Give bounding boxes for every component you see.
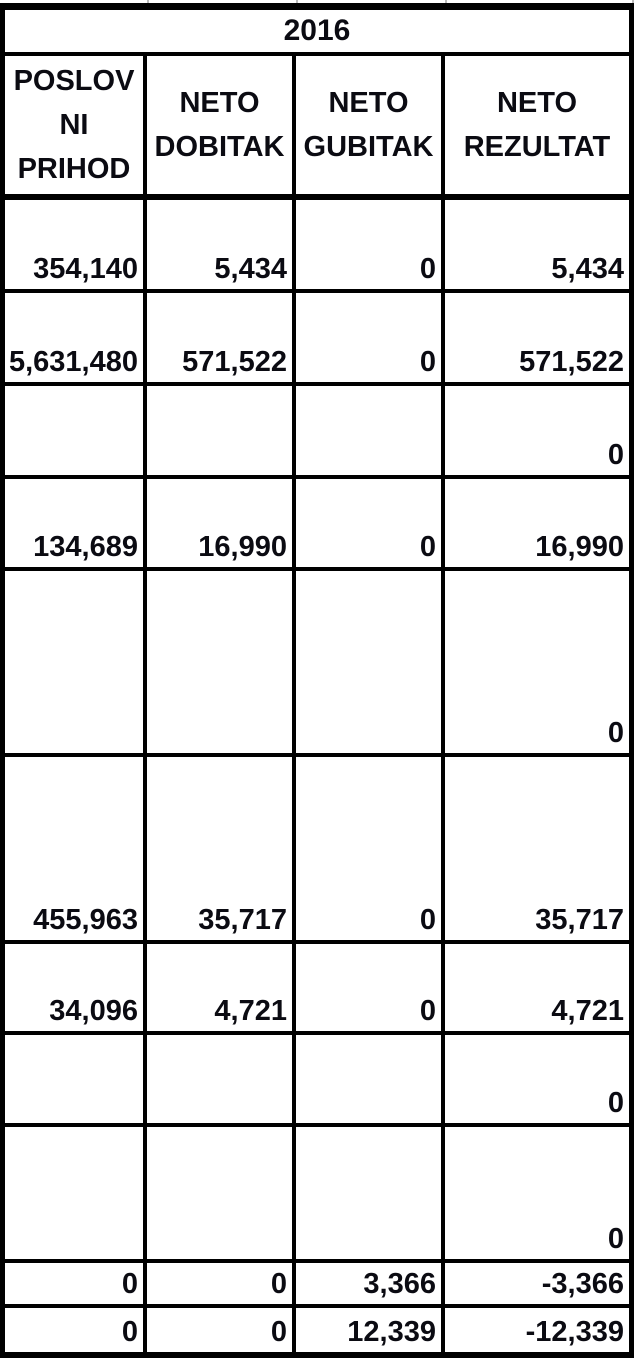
table-row: 0 <box>5 386 629 479</box>
table-row: 0 0 3,366 -3,366 <box>5 1263 629 1308</box>
table-cell[interactable]: 16,990 <box>147 479 296 571</box>
gridline <box>445 0 447 3</box>
column-header-neto-gubitak[interactable]: NETO GUBITAK <box>296 56 445 200</box>
table-cell[interactable]: 354,140 <box>5 200 147 293</box>
table-cell[interactable]: 12,339 <box>296 1308 445 1352</box>
table-cell[interactable]: 4,721 <box>445 944 629 1035</box>
table-cell[interactable]: 35,717 <box>445 757 629 944</box>
table-cell[interactable] <box>147 1035 296 1127</box>
table-cell[interactable] <box>296 1127 445 1263</box>
column-header-row: POSLOV NI PRIHOD NETO DOBITAK NETO GUBIT… <box>5 56 629 200</box>
table-cell[interactable]: 0 <box>296 200 445 293</box>
table-cell[interactable]: 0 <box>296 293 445 386</box>
table-cell[interactable]: 16,990 <box>445 479 629 571</box>
table-cell[interactable]: 0 <box>5 1263 147 1308</box>
column-header-poslovni-prihod[interactable]: POSLOV NI PRIHOD <box>5 56 147 200</box>
table-cell[interactable] <box>147 386 296 479</box>
table-row: 34,096 4,721 0 4,721 <box>5 944 629 1035</box>
table-cell[interactable]: 34,096 <box>5 944 147 1035</box>
table-cell[interactable] <box>147 1127 296 1263</box>
table-cell[interactable] <box>5 1127 147 1263</box>
column-header-neto-dobitak[interactable]: NETO DOBITAK <box>147 56 296 200</box>
table-row: 0 0 12,339 -12,339 <box>5 1308 629 1352</box>
table-cell[interactable]: 0 <box>5 1308 147 1352</box>
table-row: 455,963 35,717 0 35,717 <box>5 757 629 944</box>
table-cell[interactable] <box>296 571 445 757</box>
table-cell[interactable]: 3,366 <box>296 1263 445 1308</box>
table-cell[interactable]: 0 <box>147 1308 296 1352</box>
table-cell[interactable]: 35,717 <box>147 757 296 944</box>
table-cell[interactable]: 0 <box>445 1035 629 1127</box>
table-row: 0 <box>5 1035 629 1127</box>
financial-results-table: 2016 POSLOV NI PRIHOD NETO DOBITAK NETO … <box>0 3 634 1358</box>
table-cell[interactable]: 571,522 <box>445 293 629 386</box>
table-row: 354,140 5,434 0 5,434 <box>5 200 629 293</box>
table-cell[interactable] <box>5 571 147 757</box>
year-header-row: 2016 <box>5 10 629 56</box>
table-body: 354,140 5,434 0 5,434 5,631,480 571,522 0 571,5… <box>5 200 629 1352</box>
table-cell[interactable]: 134,689 <box>5 479 147 571</box>
table-cell[interactable]: 0 <box>296 757 445 944</box>
table-row: 5,631,480 571,522 0 571,522 <box>5 293 629 386</box>
gridline <box>632 0 634 3</box>
gridline <box>147 0 149 3</box>
table-cell[interactable]: 571,522 <box>147 293 296 386</box>
table-row: 0 <box>5 1127 629 1263</box>
year-header-cell[interactable]: 2016 <box>5 10 629 56</box>
table-cell[interactable] <box>147 571 296 757</box>
column-header-neto-rezultat[interactable]: NETO REZULTAT <box>445 56 629 200</box>
table-cell[interactable]: 5,434 <box>445 200 629 293</box>
table-cell[interactable]: 0 <box>445 571 629 757</box>
table-cell[interactable] <box>296 1035 445 1127</box>
partial-row-above <box>0 0 640 3</box>
table-cell[interactable] <box>5 386 147 479</box>
table-cell[interactable]: 4,721 <box>147 944 296 1035</box>
table-cell[interactable] <box>5 1035 147 1127</box>
table-cell[interactable]: 0 <box>445 386 629 479</box>
table-row: 134,689 16,990 0 16,990 <box>5 479 629 571</box>
table-row: 0 <box>5 571 629 757</box>
table-cell[interactable]: -12,339 <box>445 1308 629 1352</box>
table-cell[interactable]: 0 <box>296 479 445 571</box>
table-cell[interactable]: 5,434 <box>147 200 296 293</box>
table-cell[interactable]: 0 <box>445 1127 629 1263</box>
table-cell[interactable]: 0 <box>296 944 445 1035</box>
gridline <box>296 0 298 3</box>
table-cell[interactable]: 5,631,480 <box>5 293 147 386</box>
table-cell[interactable]: 455,963 <box>5 757 147 944</box>
table-cell[interactable]: 0 <box>147 1263 296 1308</box>
table-cell[interactable]: -3,366 <box>445 1263 629 1308</box>
table-cell[interactable] <box>296 386 445 479</box>
